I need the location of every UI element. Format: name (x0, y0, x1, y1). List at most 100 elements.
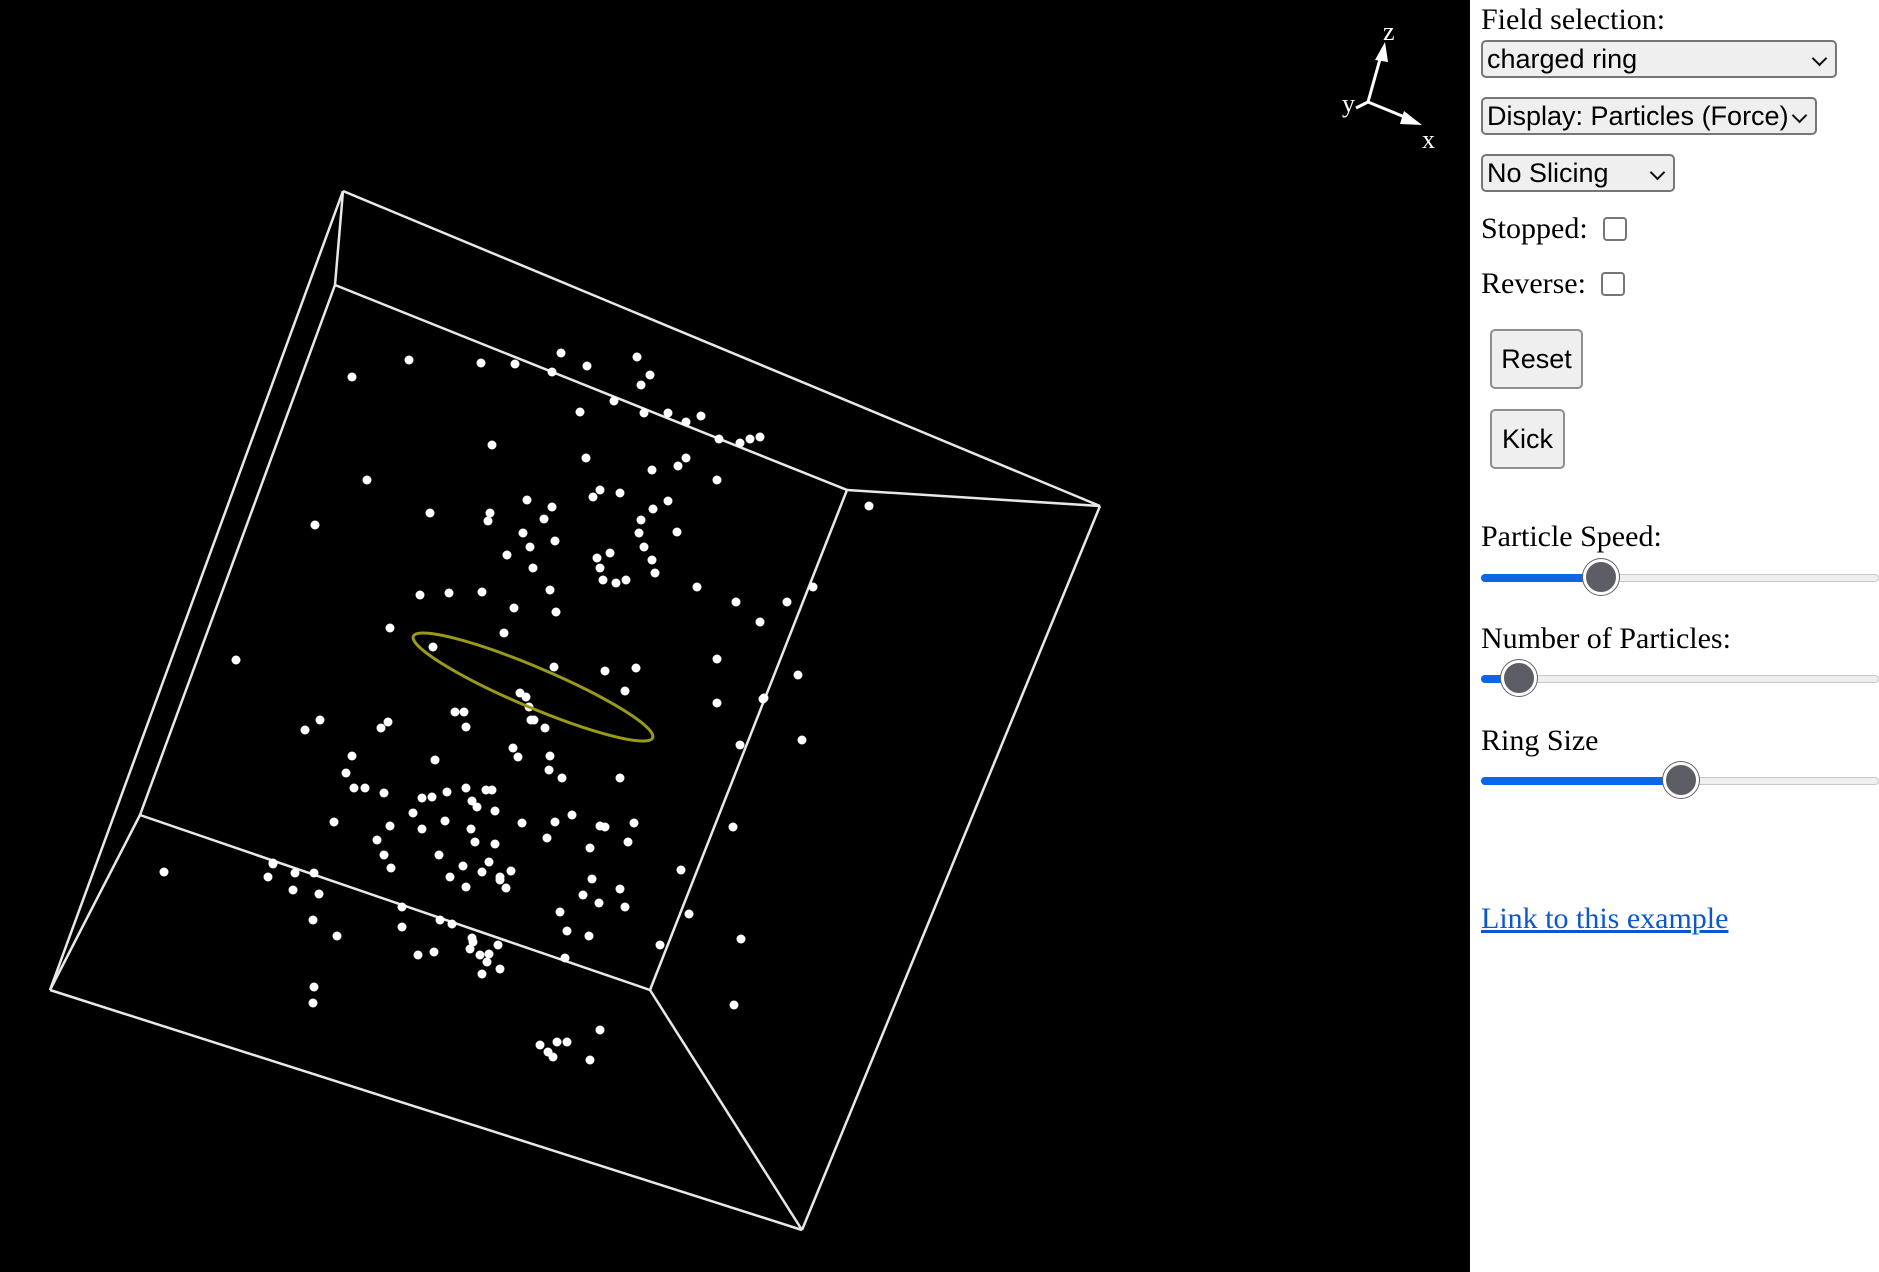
particle-dot (864, 501, 874, 511)
particle-dot (545, 751, 555, 761)
particle-dot (755, 617, 765, 627)
particle-dot (550, 817, 560, 827)
axes-gizmo: z x y (1342, 17, 1435, 154)
slider-thumb[interactable] (1501, 660, 1537, 696)
particle-dot (663, 496, 673, 506)
particle-dot (470, 837, 480, 847)
particle-dot (379, 788, 389, 798)
particle-dot (413, 950, 423, 960)
particle-dot (435, 915, 445, 925)
slider-thumb[interactable] (1663, 762, 1699, 798)
particle-dot (467, 933, 477, 943)
particle-dot (535, 1040, 545, 1050)
field-selection-value: charged ring (1487, 44, 1638, 74)
particle-dot (539, 514, 549, 524)
particle-dot (268, 859, 278, 869)
particle-dot (477, 867, 487, 877)
particle-dot (712, 698, 722, 708)
display-value: Display: Particles (Force) (1487, 101, 1789, 131)
slider-fill (1481, 574, 1601, 582)
z-axis-label: z (1383, 17, 1395, 46)
particle-dot (547, 367, 557, 377)
particle-dot (428, 642, 438, 652)
3d-viewport[interactable]: z x y (0, 0, 1470, 1272)
particle-dot (442, 787, 452, 797)
particle-dot (376, 723, 386, 733)
particle-dot (729, 1000, 739, 1010)
box-edge-right (800, 505, 1102, 1231)
field-selection-label: Field selection: (1481, 3, 1666, 36)
particle-dot (592, 553, 602, 563)
particle-dot (663, 408, 673, 418)
particle-dot (518, 528, 528, 538)
particle-dot (672, 527, 682, 537)
particle-dot (714, 434, 724, 444)
slicing-dropdown[interactable]: No Slicing (1481, 154, 1675, 192)
particle-dot (300, 725, 310, 735)
particle-dot (379, 850, 389, 860)
particle-dot (735, 438, 745, 448)
particle-speed-slider[interactable] (1481, 557, 1879, 597)
particle-dot (696, 411, 706, 421)
particle-dot (648, 504, 658, 514)
particle-dot (793, 670, 803, 680)
num-particles-label: Number of Particles: (1481, 622, 1731, 655)
particle-dot (461, 722, 471, 732)
box-edge-top-right (846, 488, 1101, 508)
num-particles-slider[interactable] (1481, 658, 1879, 698)
particle-dot (552, 1037, 562, 1047)
particle-dot (560, 953, 570, 963)
particle-dot (545, 585, 555, 595)
particle-dot (645, 370, 655, 380)
z-arrowhead-icon (1375, 42, 1388, 62)
particle-dot (588, 492, 598, 502)
particle-dot (676, 865, 686, 875)
particle-dot (731, 597, 741, 607)
particle-dot (347, 372, 357, 382)
particle-dot (550, 536, 560, 546)
particle-dot (495, 964, 505, 974)
particle-dot (362, 475, 372, 485)
reset-button[interactable]: Reset (1490, 329, 1583, 389)
particle-dot (562, 1037, 572, 1047)
box-edge-top (342, 189, 1101, 508)
particle-dot (508, 743, 518, 753)
particle-dot (461, 882, 471, 892)
particle-dot (594, 898, 604, 908)
reverse-checkbox[interactable] (1601, 272, 1625, 296)
particle-dot (459, 707, 469, 717)
particle-dot (521, 692, 531, 702)
particle-dot (288, 885, 298, 895)
particle-dot (650, 568, 660, 578)
particle-dot (639, 408, 649, 418)
particle-dot (526, 715, 536, 725)
particle-dot (308, 998, 318, 1008)
field-scene[interactable]: z x y (0, 0, 1470, 1272)
stopped-checkbox[interactable] (1603, 217, 1627, 241)
slider-fill (1481, 777, 1681, 785)
particle-dot (310, 520, 320, 530)
example-link[interactable]: Link to this example (1481, 902, 1729, 935)
field-selection-dropdown[interactable]: charged ring (1481, 40, 1837, 78)
particle-dot (341, 768, 351, 778)
kick-button[interactable]: Kick (1490, 409, 1565, 469)
reverse-label: Reverse: (1481, 267, 1586, 300)
particle-dot (499, 628, 509, 638)
display-dropdown[interactable]: Display: Particles (Force) (1481, 97, 1817, 135)
particle-dot (598, 575, 608, 585)
particle-dot (372, 835, 382, 845)
slider-fill (1481, 675, 1519, 683)
ring-size-slider[interactable] (1481, 760, 1879, 800)
particle-dot (782, 597, 792, 607)
slider-thumb[interactable] (1583, 559, 1619, 595)
particle-dot (528, 563, 538, 573)
box-edge-top-left (333, 190, 345, 286)
particle-dot (476, 358, 486, 368)
particle-dot (481, 785, 491, 795)
particle-dot (736, 934, 746, 944)
particle-dot (647, 465, 657, 475)
box-edge-bottom (49, 988, 803, 1232)
particle-dot (493, 940, 503, 950)
particle-dot (611, 578, 621, 588)
particle-dot (712, 475, 722, 485)
